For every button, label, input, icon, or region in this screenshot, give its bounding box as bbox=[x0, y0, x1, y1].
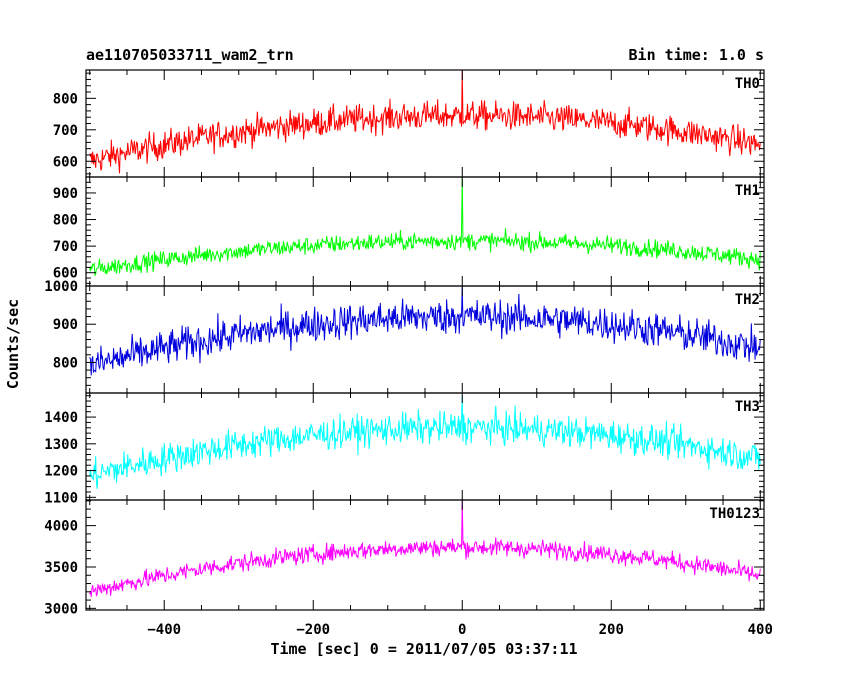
x-axis-label: Time [sec] 0 = 2011/07/05 03:37:11 bbox=[270, 640, 577, 658]
y-tick-label: 1000 bbox=[44, 279, 78, 295]
y-tick-label: 700 bbox=[53, 239, 78, 255]
y-tick-label: 1400 bbox=[44, 410, 78, 426]
y-tick-label: 600 bbox=[53, 154, 78, 170]
y-tick-label: 1100 bbox=[44, 490, 78, 506]
y-tick-label: 1300 bbox=[44, 437, 78, 453]
panel-th1: TH1 600 700 800 900 bbox=[53, 176, 765, 287]
series-name-th2: TH2 bbox=[735, 292, 760, 308]
series-line-th1 bbox=[89, 176, 761, 277]
x-tick-label: 400 bbox=[748, 622, 773, 638]
series-name-th0: TH0 bbox=[735, 76, 760, 92]
series-name-th1: TH1 bbox=[735, 183, 760, 199]
y-tick-label: 900 bbox=[53, 317, 78, 333]
chart-title: ae110705033711_wam2_trn bbox=[86, 46, 294, 64]
y-tick-label: 600 bbox=[53, 266, 78, 282]
y-tick-label: 4000 bbox=[44, 519, 78, 535]
series-line-th0 bbox=[89, 69, 761, 174]
panel-frame-th0123 bbox=[85, 499, 765, 611]
panel-frame-th0 bbox=[85, 69, 765, 178]
series-name-th0123: TH0123 bbox=[709, 506, 760, 522]
x-tick-label: −400 bbox=[147, 622, 181, 638]
y-tick-label: 800 bbox=[53, 355, 78, 371]
y-tick-label: 900 bbox=[53, 186, 78, 202]
y-tick-label: 1200 bbox=[44, 464, 78, 480]
y-tick-label: 800 bbox=[53, 213, 78, 229]
bin-time-label: Bin time: 1.0 s bbox=[629, 46, 764, 64]
panel-th0123: TH0123 3000 3500 4000 bbox=[44, 499, 765, 617]
panels-group: TH0 600 700 800 TH1 600 700 800 900 TH2 800 900 1000… bbox=[44, 69, 773, 638]
series-name-th3: TH3 bbox=[735, 399, 760, 415]
x-tick-label: −200 bbox=[296, 622, 330, 638]
panel-th2: TH2 800 900 1000 bbox=[44, 279, 765, 394]
y-tick-label: 800 bbox=[53, 91, 78, 107]
y-tick-label: 3500 bbox=[44, 560, 78, 576]
x-tick-label: 0 bbox=[458, 622, 466, 638]
panel-th3: TH3 1100 1200 1300 1400 bbox=[44, 392, 765, 506]
y-tick-label: 700 bbox=[53, 123, 78, 139]
x-tick-label: 200 bbox=[599, 622, 624, 638]
series-line-th2 bbox=[89, 285, 761, 376]
y-tick-label: 3000 bbox=[44, 601, 78, 617]
panel-th0: TH0 600 700 800 bbox=[53, 69, 765, 178]
series-line-th0123 bbox=[89, 499, 761, 597]
series-line-th3 bbox=[89, 395, 761, 489]
panel-frame-th1 bbox=[85, 176, 765, 287]
y-axis-label: Counts/sec bbox=[4, 299, 22, 389]
